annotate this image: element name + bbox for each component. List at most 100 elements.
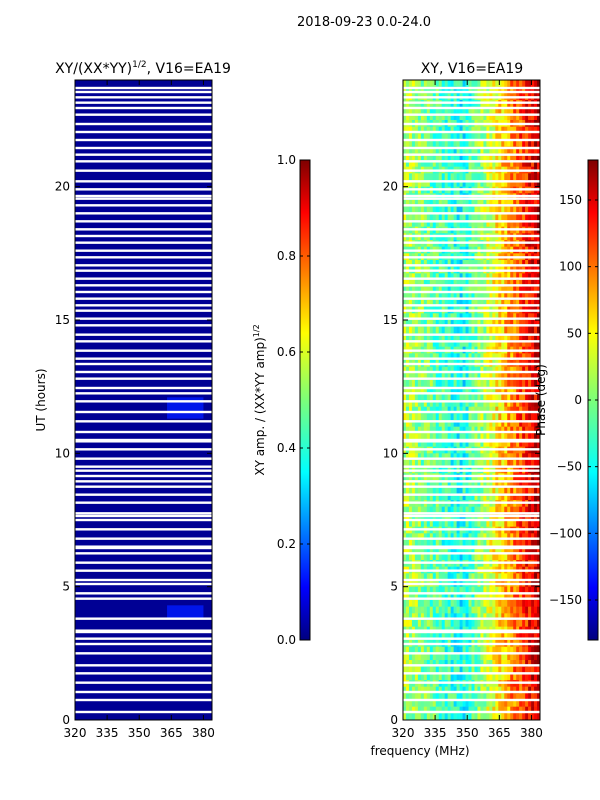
phase-cell bbox=[423, 606, 428, 614]
phase-cell bbox=[531, 686, 535, 694]
phase-cell bbox=[498, 693, 502, 701]
phase-cell bbox=[417, 546, 422, 554]
phase-cell bbox=[453, 533, 457, 541]
phase-cell bbox=[489, 393, 493, 401]
phase-cell bbox=[429, 160, 434, 167]
x-tick-label: 365 bbox=[488, 726, 511, 740]
flagged-row bbox=[403, 546, 540, 550]
phase-cell bbox=[537, 533, 541, 541]
phase-cell bbox=[432, 686, 437, 694]
phase-cell bbox=[492, 653, 496, 661]
phase-cell bbox=[450, 366, 454, 374]
phase-cell bbox=[501, 653, 505, 661]
phase-cell bbox=[495, 106, 499, 114]
phase-cell bbox=[444, 493, 448, 501]
phase-cell bbox=[501, 80, 505, 87]
phase-cell bbox=[510, 573, 514, 581]
phase-cell bbox=[441, 480, 445, 487]
phase-cell bbox=[405, 413, 410, 421]
phase-cell bbox=[462, 546, 466, 554]
phase-cell bbox=[465, 480, 469, 487]
phase-cell bbox=[456, 133, 460, 141]
flagged-row bbox=[75, 204, 212, 207]
phase-cell bbox=[468, 540, 472, 547]
phase-cell bbox=[486, 520, 490, 527]
phase-cell bbox=[480, 213, 484, 221]
phase-cell bbox=[528, 113, 532, 121]
phase-cell bbox=[411, 406, 416, 414]
phase-cell bbox=[495, 706, 499, 714]
phase-cell bbox=[459, 200, 463, 207]
phase-cell bbox=[522, 586, 526, 594]
phase-cell bbox=[417, 86, 422, 94]
phase-cell bbox=[504, 213, 508, 221]
phase-cell bbox=[480, 293, 484, 301]
phase-cell bbox=[444, 80, 448, 87]
y-tick-label: 0 bbox=[390, 713, 398, 727]
phase-cell bbox=[507, 86, 511, 94]
phase-cell bbox=[429, 633, 434, 641]
phase-cell bbox=[483, 373, 487, 381]
phase-cell bbox=[438, 160, 443, 167]
phase-cell bbox=[486, 426, 490, 434]
phase-cell bbox=[531, 333, 535, 341]
phase-cell bbox=[495, 520, 499, 527]
phase-cell bbox=[531, 660, 535, 667]
phase-cell bbox=[525, 126, 529, 134]
phase-cell bbox=[459, 540, 463, 547]
phase-cell bbox=[444, 106, 448, 114]
phase-cell bbox=[492, 340, 496, 347]
phase-cell bbox=[465, 320, 469, 327]
figure-suptitle: 2018-09-23 0.0-24.0 bbox=[297, 15, 431, 30]
phase-cell bbox=[453, 106, 457, 114]
phase-cell bbox=[414, 320, 419, 327]
phase-cell bbox=[462, 700, 466, 707]
phase-cell bbox=[403, 213, 407, 221]
phase-cell bbox=[519, 486, 523, 494]
phase-cell bbox=[489, 160, 493, 167]
phase-cell bbox=[516, 260, 520, 267]
phase-cell bbox=[525, 546, 529, 554]
phase-cell bbox=[432, 520, 437, 527]
phase-cell bbox=[468, 633, 472, 641]
phase-cell bbox=[441, 293, 445, 301]
phase-cell bbox=[417, 80, 422, 87]
phase-cell bbox=[504, 140, 508, 147]
phase-cell bbox=[417, 220, 422, 227]
phase-cell bbox=[438, 366, 443, 374]
phase-cell bbox=[420, 506, 425, 514]
phase-cell bbox=[423, 700, 428, 707]
phase-cell bbox=[507, 593, 511, 601]
phase-cell bbox=[477, 126, 481, 134]
phase-cell bbox=[507, 386, 511, 394]
phase-cell bbox=[447, 106, 451, 114]
phase-cell bbox=[423, 620, 428, 627]
phase-cell bbox=[429, 440, 434, 447]
phase-cell bbox=[423, 273, 428, 281]
phase-cell bbox=[486, 140, 490, 147]
flagged-row bbox=[403, 552, 540, 555]
phase-cell bbox=[450, 546, 454, 554]
phase-cell bbox=[456, 486, 460, 494]
phase-cell bbox=[516, 406, 520, 414]
flagged-row bbox=[403, 160, 540, 163]
phase-cell bbox=[486, 273, 490, 281]
phase-cell bbox=[513, 460, 517, 467]
phase-cell bbox=[537, 180, 541, 187]
phase-cell bbox=[531, 546, 535, 554]
flagged-row bbox=[403, 204, 540, 207]
phase-cell bbox=[438, 433, 443, 441]
phase-cell bbox=[468, 646, 472, 654]
phase-cell bbox=[441, 486, 445, 494]
phase-cell bbox=[468, 180, 472, 187]
phase-cell bbox=[456, 420, 460, 427]
phase-cell bbox=[498, 620, 502, 627]
phase-cell bbox=[510, 400, 514, 407]
phase-cell bbox=[486, 653, 490, 661]
phase-cell bbox=[507, 340, 511, 347]
phase-cell bbox=[429, 706, 434, 714]
phase-cell bbox=[420, 433, 425, 441]
phase-cell bbox=[417, 106, 422, 114]
phase-cell bbox=[414, 273, 419, 281]
phase-cell bbox=[477, 373, 481, 381]
